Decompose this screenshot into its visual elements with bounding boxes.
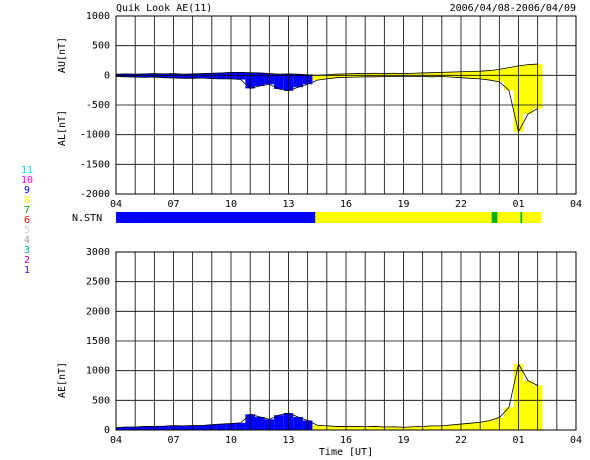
x-tick-label: 13 xyxy=(282,435,294,446)
area-bar xyxy=(369,426,380,430)
x-tick-label: 10 xyxy=(225,199,237,210)
area-bar xyxy=(446,424,457,430)
legend-count: 3 xyxy=(24,245,30,256)
x-axis-label: Time [UT] xyxy=(319,447,373,458)
y-axis-label: AE[nT] xyxy=(57,362,68,398)
x-tick-label: 10 xyxy=(225,435,237,446)
area-bar xyxy=(465,71,476,79)
station-segment xyxy=(491,212,498,223)
x-tick-label: 07 xyxy=(167,199,179,210)
area-bar xyxy=(408,73,418,77)
area-bar xyxy=(197,73,208,79)
y-tick-label: 0 xyxy=(104,425,110,436)
x-tick-label: 04 xyxy=(110,199,122,210)
x-tick-label: 04 xyxy=(570,435,582,446)
area-bar xyxy=(116,427,121,430)
station-segment xyxy=(116,212,316,223)
legend-count: 1 xyxy=(24,265,30,276)
y-axis-label: AL[nT] xyxy=(57,110,68,146)
y-tick-label: 1000 xyxy=(86,366,110,377)
x-tick-label: 04 xyxy=(110,435,122,446)
area-bar xyxy=(235,422,246,430)
area-bar xyxy=(427,72,438,77)
area-bar xyxy=(274,74,284,89)
area-bar xyxy=(254,416,265,430)
legend-count: 11 xyxy=(21,165,33,176)
y-tick-label: -2000 xyxy=(80,189,110,200)
plot-frame xyxy=(115,15,577,195)
area-bar xyxy=(159,73,169,78)
area-bar xyxy=(427,425,438,430)
x-tick-label: 22 xyxy=(455,199,467,210)
area-bar xyxy=(293,416,303,430)
legend-count: 4 xyxy=(24,235,30,246)
y-tick-label: 3000 xyxy=(86,247,110,258)
area-bar xyxy=(312,425,323,430)
area-bar xyxy=(465,423,476,430)
legend-count: 8 xyxy=(24,195,30,206)
x-tick-label: 19 xyxy=(397,435,409,446)
area-bar xyxy=(254,72,265,87)
legend-count: 5 xyxy=(24,225,30,236)
area-bar xyxy=(235,72,246,80)
legend-count: 10 xyxy=(21,175,33,186)
area-bar xyxy=(446,72,457,78)
area-bar xyxy=(139,426,150,430)
area-bar xyxy=(484,420,495,430)
area-bar xyxy=(216,72,227,79)
y-tick-label: 2500 xyxy=(86,277,110,288)
area-bar xyxy=(504,67,514,91)
station-segment xyxy=(497,212,521,223)
area-bar xyxy=(331,74,342,78)
area-bar xyxy=(312,75,323,81)
area-bar xyxy=(331,426,342,430)
station-segment xyxy=(315,212,492,223)
x-tick-label: 04 xyxy=(570,199,582,210)
area-bar xyxy=(178,74,188,79)
x-tick-label: 19 xyxy=(397,199,409,210)
y-tick-label: 1500 xyxy=(86,336,110,347)
area-bar xyxy=(197,425,208,430)
area-bar xyxy=(523,380,533,430)
y-tick-label: -1000 xyxy=(80,130,110,141)
chart-title: Quik Look AE(11) xyxy=(116,3,212,14)
y-tick-label: 2000 xyxy=(86,306,110,317)
x-tick-label: 01 xyxy=(512,199,524,210)
y-tick-label: 500 xyxy=(92,41,110,52)
x-tick-label: 07 xyxy=(167,435,179,446)
legend-count: 2 xyxy=(24,255,30,266)
y-tick-label: 0 xyxy=(104,70,110,81)
area-bar xyxy=(523,64,533,114)
y-tick-label: 500 xyxy=(92,395,110,406)
area-bar xyxy=(389,426,399,430)
area-bar xyxy=(293,74,303,88)
area-bar xyxy=(216,424,227,430)
area-bar xyxy=(120,427,131,430)
y-axis-label: AU[nT] xyxy=(57,37,68,73)
plot-frame xyxy=(115,251,577,431)
y-tick-label: -500 xyxy=(86,100,110,111)
x-tick-label: 13 xyxy=(282,199,294,210)
x-tick-label: 16 xyxy=(340,199,352,210)
legend-count: 9 xyxy=(24,185,30,196)
legend-count: 7 xyxy=(24,205,30,216)
station-label: N.STN xyxy=(72,213,102,224)
y-tick-label: 1000 xyxy=(86,11,110,22)
area-bar xyxy=(159,426,169,430)
area-bar xyxy=(178,425,188,430)
y-tick-label: -1500 xyxy=(80,159,110,170)
x-tick-label: 22 xyxy=(455,435,467,446)
station-segment xyxy=(520,212,523,223)
area-bar xyxy=(274,415,284,430)
area-bar xyxy=(408,426,418,430)
x-tick-label: 01 xyxy=(512,435,524,446)
date-range: 2006/04/08-2006/04/09 xyxy=(450,3,576,14)
x-tick-label: 16 xyxy=(340,435,352,446)
legend-count: 6 xyxy=(24,215,30,226)
area-bar xyxy=(350,426,361,430)
area-bar xyxy=(504,407,514,430)
station-segment xyxy=(522,212,542,223)
area-bar xyxy=(389,73,399,77)
